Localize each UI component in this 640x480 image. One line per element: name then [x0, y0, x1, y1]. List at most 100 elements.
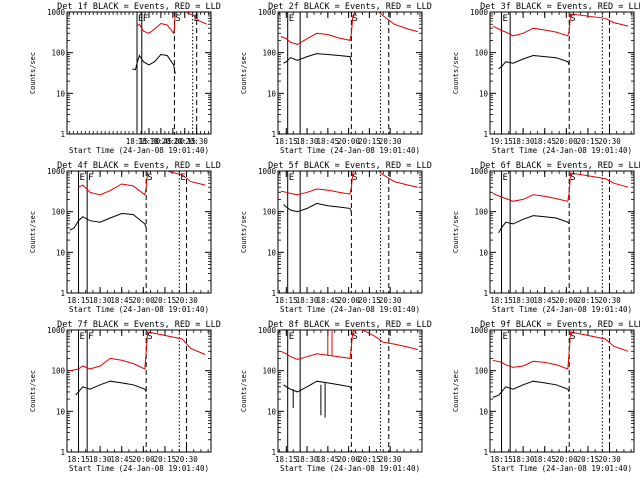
y-tick-label: 1000	[258, 167, 277, 176]
chart-title: Det 9f BLACK = Events, RED = LLD	[480, 320, 640, 330]
x-tick-label: 20:00	[132, 296, 155, 305]
x-tick-label: 20:15	[358, 137, 381, 146]
y-axis-label: Counts/sec	[452, 52, 460, 94]
y-tick-label: 10	[479, 89, 489, 98]
y-tick-label: 1	[483, 448, 488, 457]
flag-label: S	[570, 173, 575, 183]
flag-label: E	[289, 332, 294, 342]
y-tick-label: 1	[483, 289, 488, 298]
lld-series-line	[69, 331, 206, 372]
y-tick-label: 10	[56, 248, 66, 257]
x-tick-label: 20:15	[577, 455, 600, 464]
flag-label: F	[88, 332, 93, 342]
panel-det-5f: Det 5f BLACK = Events, RED = LLD Counts/s…	[240, 161, 432, 314]
events-series-line	[69, 212, 147, 231]
data-area	[69, 330, 206, 452]
flag-label: S	[570, 14, 575, 24]
chart-title: Det 5f BLACK = Events, RED = LLD	[268, 161, 432, 171]
y-tick-label: 1000	[470, 167, 489, 176]
x-axis-label: Start Time (24-Jan-08 19:01:40)	[492, 305, 632, 314]
flag-label: S	[352, 173, 357, 183]
x-tick-label: 20:15	[173, 137, 196, 146]
x-tick-label: 18:30	[512, 296, 535, 305]
x-tick-label: 20:15	[154, 455, 177, 464]
y-axis-label: Counts/sec	[452, 211, 460, 253]
y-tick-label: 100	[474, 49, 488, 58]
y-tick-label: 100	[262, 208, 276, 217]
flag-label: E	[503, 14, 508, 24]
y-axis-label: Counts/sec	[29, 52, 37, 94]
plot-frame	[66, 170, 212, 294]
flag-label: E	[194, 14, 199, 24]
y-tick-label: 1000	[47, 326, 66, 335]
data-area	[492, 171, 629, 293]
y-axis-label: Counts/sec	[29, 211, 37, 253]
y-tick-label: 100	[51, 367, 65, 376]
panel-det-4f: Det 4f BLACK = Events, RED = LLD Counts/s…	[29, 161, 221, 314]
chart-title: Det 6f BLACK = Events, RED = LLD	[480, 161, 640, 171]
plot-frame	[277, 329, 423, 453]
x-tick-label: 20:00	[337, 137, 360, 146]
lld-series-line	[492, 13, 629, 37]
plot-frame	[489, 170, 635, 294]
y-tick-label: 1000	[47, 167, 66, 176]
lld-series-line	[136, 12, 208, 35]
x-tick-label: 18:45	[317, 296, 340, 305]
plot-frame	[277, 11, 423, 135]
y-tick-label: 1	[60, 130, 65, 139]
x-tick-label: 18:15	[67, 455, 90, 464]
x-axis-label: Start Time (24-Jan-08 19:01:40)	[69, 146, 209, 155]
x-tick-label: 20:00	[132, 455, 155, 464]
x-tick-label: 18:15	[275, 137, 298, 146]
panel-det-7f: Det 7f BLACK = Events, RED = LLD Counts/s…	[29, 320, 221, 473]
x-tick-label: 18:45	[533, 296, 556, 305]
x-tick-label: 18:30	[89, 296, 112, 305]
panel-det-8f: Det 8f BLACK = Events, RED = LLD Counts/s…	[240, 320, 432, 473]
x-axis-label: Start Time (24-Jan-08 19:01:40)	[69, 464, 209, 473]
chart-title: Det 2f BLACK = Events, RED = LLD	[268, 2, 432, 12]
lld-series-line	[280, 171, 418, 196]
x-axis-label: Start Time (24-Jan-08 19:01:40)	[492, 464, 632, 473]
flag-label: E	[138, 14, 143, 24]
y-axis-label: Counts/sec	[240, 370, 248, 412]
panel-det-9f: Det 9f BLACK = Events, RED = LLD Counts/s…	[452, 320, 640, 473]
x-tick-label: 20:00	[337, 296, 360, 305]
events-series-line	[283, 380, 352, 393]
flag-label: E	[289, 14, 294, 24]
x-tick-label: 18:15	[490, 455, 513, 464]
y-axis-label: Counts/sec	[452, 370, 460, 412]
x-tick-label: 18:30	[296, 296, 319, 305]
x-tick-label: 18:30	[89, 455, 112, 464]
y-tick-label: 1	[271, 289, 276, 298]
flag-label: S	[352, 332, 357, 342]
events-series-line	[498, 54, 570, 70]
data-area	[280, 330, 418, 452]
y-tick-label: 1000	[470, 326, 489, 335]
y-tick-label: 100	[474, 367, 488, 376]
x-tick-label: 20:00	[162, 137, 185, 146]
panel-det-6f: Det 6f BLACK = Events, RED = LLD Counts/s…	[452, 161, 640, 314]
x-tick-label: 20:15	[358, 455, 381, 464]
y-tick-label: 100	[51, 49, 65, 58]
plot-frame	[66, 329, 212, 453]
y-tick-label: 1	[271, 130, 276, 139]
flag-label: E	[180, 173, 185, 183]
y-tick-label: 1	[271, 448, 276, 457]
data-area	[280, 171, 418, 293]
x-tick-label: 18:45	[317, 137, 340, 146]
y-tick-label: 10	[479, 407, 489, 416]
x-tick-label: 20:15	[358, 296, 381, 305]
y-tick-label: 100	[474, 208, 488, 217]
x-tick-label: 18:45	[317, 455, 340, 464]
x-tick-label: 18:15	[275, 455, 298, 464]
flag-label: S	[352, 14, 357, 24]
events-series-line	[75, 380, 147, 396]
flag-label: E	[503, 173, 508, 183]
y-axis-label: Counts/sec	[29, 370, 37, 412]
y-tick-label: 10	[267, 407, 277, 416]
x-axis-label: Start Time (24-Jan-08 19:01:40)	[280, 305, 420, 314]
x-axis-label: Start Time (24-Jan-08 19:01:40)	[280, 146, 420, 155]
plot-frame	[277, 170, 423, 294]
